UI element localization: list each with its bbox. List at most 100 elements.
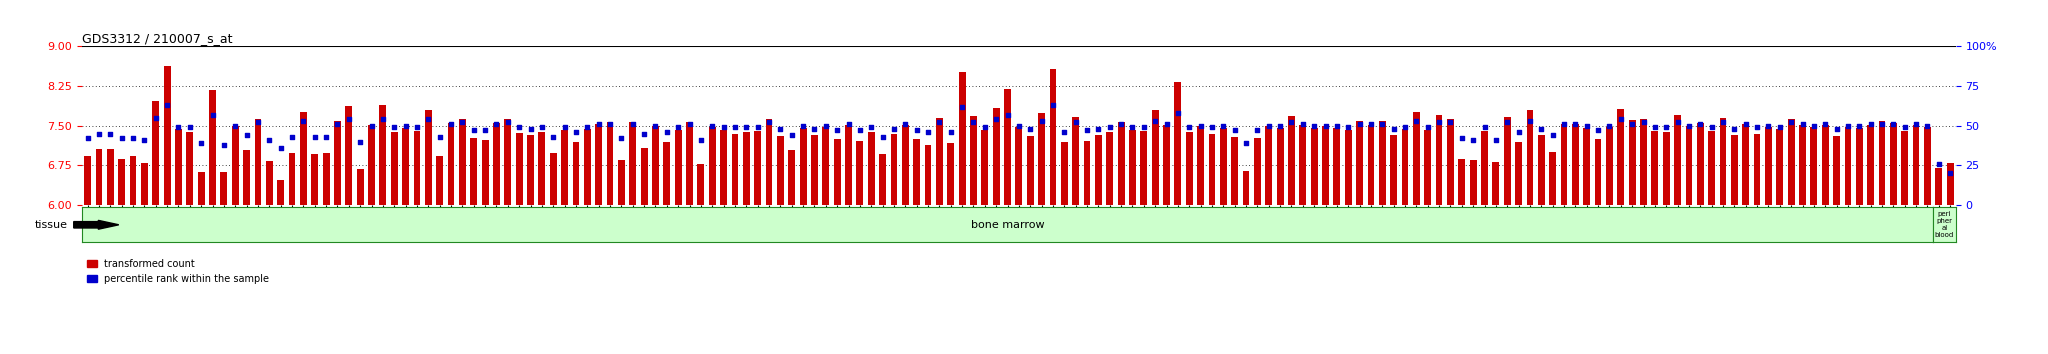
Bar xyxy=(811,135,817,205)
Point xyxy=(1808,121,1841,127)
Point xyxy=(344,139,377,144)
Bar xyxy=(494,123,500,205)
Bar xyxy=(1516,142,1522,205)
Bar xyxy=(1583,128,1589,205)
Bar xyxy=(1174,82,1182,205)
Point xyxy=(1933,171,1966,176)
Point xyxy=(1264,123,1296,129)
Point xyxy=(764,126,797,132)
Bar xyxy=(686,122,692,205)
Bar xyxy=(152,101,160,205)
Bar xyxy=(1186,132,1192,205)
Point xyxy=(162,125,195,130)
Point xyxy=(526,125,559,130)
Bar xyxy=(1198,126,1204,205)
Point xyxy=(1616,121,1649,127)
Bar xyxy=(743,132,750,205)
Bar xyxy=(606,122,614,205)
Bar xyxy=(1481,131,1489,205)
Point xyxy=(1741,125,1774,130)
Bar xyxy=(1288,116,1294,205)
Point xyxy=(1798,123,1831,129)
Point xyxy=(1253,123,1286,129)
Point xyxy=(831,121,864,127)
Bar xyxy=(651,126,659,205)
Bar xyxy=(334,121,340,205)
Point xyxy=(479,121,512,127)
Point xyxy=(809,123,842,129)
Point xyxy=(537,134,569,140)
Point xyxy=(776,132,809,138)
Bar xyxy=(1458,159,1464,205)
Bar xyxy=(1753,133,1761,205)
Bar xyxy=(1333,128,1339,205)
Point xyxy=(616,121,649,127)
Bar xyxy=(1720,118,1726,205)
Point xyxy=(1559,121,1591,127)
Point xyxy=(1456,137,1489,143)
Bar xyxy=(1798,125,1806,205)
Bar xyxy=(1923,127,1931,205)
Point xyxy=(1331,125,1364,130)
Point xyxy=(889,121,922,127)
Point xyxy=(1321,123,1354,129)
Point xyxy=(197,112,229,118)
Bar xyxy=(311,154,317,205)
Point xyxy=(1468,125,1501,130)
Point xyxy=(457,128,489,133)
Bar xyxy=(1448,119,1454,205)
Bar xyxy=(1913,125,1919,205)
Point xyxy=(582,121,614,127)
Point xyxy=(1776,120,1808,125)
Bar xyxy=(504,119,512,205)
Bar xyxy=(1096,135,1102,205)
Point xyxy=(1696,125,1729,130)
Bar xyxy=(1673,115,1681,205)
Point xyxy=(504,125,537,130)
Point xyxy=(1389,125,1421,130)
Point xyxy=(1071,128,1104,133)
Point xyxy=(492,120,524,125)
Point xyxy=(1366,121,1399,127)
Point xyxy=(152,102,184,108)
Point xyxy=(332,116,365,122)
Point xyxy=(1843,123,1876,129)
Bar xyxy=(254,119,262,205)
Point xyxy=(799,126,831,132)
Point xyxy=(979,116,1012,122)
Point xyxy=(1513,118,1546,124)
Point xyxy=(72,136,104,141)
Bar xyxy=(1606,127,1614,205)
Bar xyxy=(1890,123,1896,205)
Bar xyxy=(948,143,954,205)
Bar xyxy=(1221,128,1227,205)
Bar xyxy=(1833,136,1839,205)
Point xyxy=(1014,126,1047,132)
Point xyxy=(1196,125,1229,130)
Bar xyxy=(174,129,182,205)
Bar xyxy=(1026,136,1034,205)
Point xyxy=(604,136,637,141)
Point xyxy=(401,125,434,130)
Bar xyxy=(129,156,137,205)
Point xyxy=(424,134,457,140)
Bar xyxy=(981,130,989,205)
Bar xyxy=(244,149,250,205)
Point xyxy=(821,128,854,133)
Bar xyxy=(1765,127,1772,205)
Point xyxy=(1036,102,1069,108)
Bar xyxy=(1391,135,1397,205)
Bar xyxy=(1698,123,1704,205)
Point xyxy=(1753,123,1786,129)
Bar xyxy=(1935,168,1942,205)
Point xyxy=(104,136,137,141)
Bar xyxy=(1573,124,1579,205)
Point xyxy=(254,137,287,143)
Point xyxy=(309,134,342,140)
Bar xyxy=(561,130,567,205)
Point xyxy=(1401,118,1434,124)
Point xyxy=(1184,123,1217,129)
Point xyxy=(1548,121,1581,127)
Point xyxy=(559,129,592,135)
Point xyxy=(1026,118,1059,124)
